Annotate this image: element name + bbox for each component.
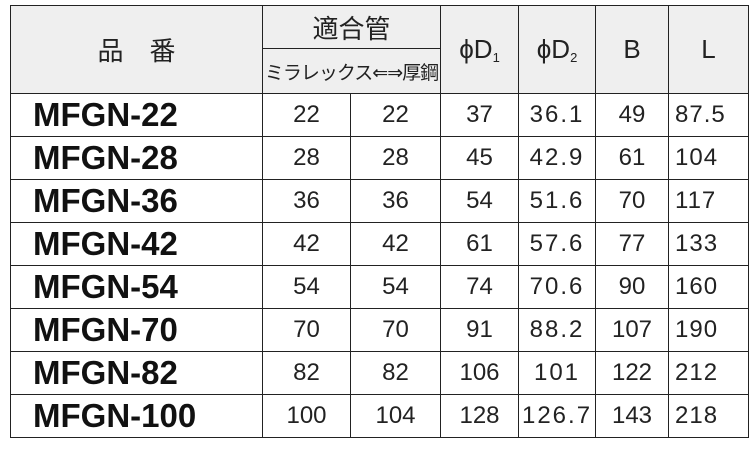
l-value: 117	[668, 179, 750, 223]
d2-value: 42.9	[518, 136, 597, 180]
header-b: B	[595, 5, 670, 94]
header-d1: ϕD1	[440, 5, 520, 94]
header-l: L	[668, 5, 750, 94]
d1-value: 45	[440, 136, 520, 180]
part-number: MFGN-54	[10, 265, 263, 309]
d1-value: 91	[440, 308, 520, 352]
table-row: MFGN-22 22 22 37 36.1 49 87.5	[10, 93, 750, 137]
d2-value: 126.7	[518, 394, 597, 438]
d2-value: 88.2	[518, 308, 597, 352]
thick-steel-size: 104	[349, 394, 442, 438]
part-number: MFGN-28	[10, 136, 263, 180]
thick-steel-size: 28	[349, 136, 442, 180]
table-row: MFGN-36 36 36 54 51.6 70 117	[10, 179, 750, 223]
table-row: MFGN-28 28 28 45 42.9 61 104	[10, 136, 750, 180]
table-row: MFGN-42 42 42 61 57.6 77 133	[10, 222, 750, 266]
mirarex-size: 22	[262, 93, 351, 137]
header-d2-text: ϕD	[536, 34, 571, 64]
thick-steel-size: 42	[349, 222, 442, 266]
thick-steel-size: 22	[349, 93, 442, 137]
b-value: 77	[595, 222, 670, 266]
part-number: MFGN-36	[10, 179, 263, 223]
mirarex-size: 54	[262, 265, 351, 309]
spec-table-container: 品 番 適合管 ϕD1 ϕD2 B L ミラレックス⇐⇒厚鋼 MFGN-22 22…	[10, 5, 750, 438]
b-value: 122	[595, 351, 670, 395]
d1-value: 54	[440, 179, 520, 223]
d1-value: 61	[440, 222, 520, 266]
d2-value: 57.6	[518, 222, 597, 266]
header-d2-sub: 2	[570, 50, 578, 65]
table-row: MFGN-82 82 82 106 101 122 212	[10, 351, 750, 395]
mirarex-size: 36	[262, 179, 351, 223]
l-value: 133	[668, 222, 750, 266]
mirarex-size: 70	[262, 308, 351, 352]
b-value: 90	[595, 265, 670, 309]
mirarex-size: 28	[262, 136, 351, 180]
b-value: 70	[595, 179, 670, 223]
l-value: 212	[668, 351, 750, 395]
l-value: 218	[668, 394, 750, 438]
l-value: 190	[668, 308, 750, 352]
mirarex-size: 82	[262, 351, 351, 395]
header-d1-sub: 1	[492, 50, 500, 65]
thick-steel-size: 70	[349, 308, 442, 352]
d1-value: 37	[440, 93, 520, 137]
part-number: MFGN-82	[10, 351, 263, 395]
header-d2: ϕD2	[518, 5, 597, 94]
mirarex-size: 100	[262, 394, 351, 438]
d1-value: 128	[440, 394, 520, 438]
table-row: MFGN-70 70 70 91 88.2 107 190	[10, 308, 750, 352]
d2-value: 101	[518, 351, 597, 395]
d2-value: 36.1	[518, 93, 597, 137]
b-value: 61	[595, 136, 670, 180]
thick-steel-size: 36	[349, 179, 442, 223]
spec-table: 品 番 適合管 ϕD1 ϕD2 B L ミラレックス⇐⇒厚鋼 MFGN-22 22…	[10, 5, 750, 438]
part-number: MFGN-70	[10, 308, 263, 352]
b-value: 143	[595, 394, 670, 438]
thick-steel-size: 54	[349, 265, 442, 309]
b-value: 107	[595, 308, 670, 352]
header-pipe-types: ミラレックス⇐⇒厚鋼	[261, 48, 442, 94]
part-number: MFGN-22	[10, 93, 263, 137]
thick-steel-size: 82	[349, 351, 442, 395]
b-value: 49	[595, 93, 670, 137]
header-fit-pipe: 適合管	[261, 5, 442, 49]
l-value: 87.5	[668, 93, 750, 137]
d2-value: 51.6	[518, 179, 597, 223]
d2-value: 70.6	[518, 265, 597, 309]
header-part-no: 品 番	[10, 5, 263, 94]
l-value: 104	[668, 136, 750, 180]
d1-value: 74	[440, 265, 520, 309]
l-value: 160	[668, 265, 750, 309]
d1-value: 106	[440, 351, 520, 395]
header-d1-text: ϕD	[459, 34, 493, 64]
part-number: MFGN-100	[10, 394, 263, 438]
part-number: MFGN-42	[10, 222, 263, 266]
table-row: MFGN-54 54 54 74 70.6 90 160	[10, 265, 750, 309]
mirarex-size: 42	[262, 222, 351, 266]
table-row: MFGN-100 100 104 128 126.7 143 218	[10, 394, 750, 438]
